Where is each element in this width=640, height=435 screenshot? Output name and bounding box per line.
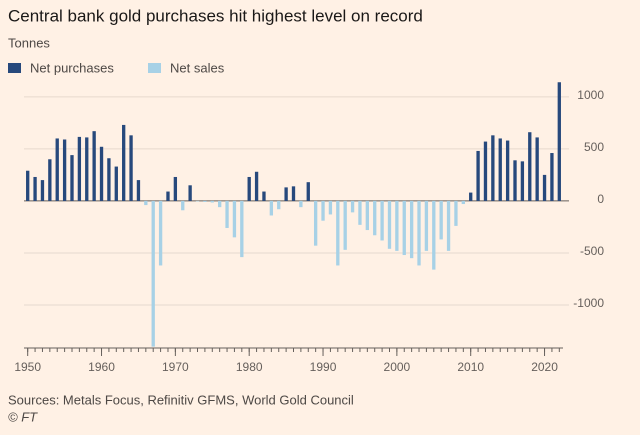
x-tick-label: 2000: [384, 360, 411, 374]
bar: [62, 139, 67, 201]
legend-label: Net sales: [170, 60, 225, 75]
bar: [77, 136, 82, 201]
bar: [166, 191, 170, 201]
bar: [33, 176, 37, 201]
y-tick-label: -1000: [573, 296, 604, 310]
bar: [291, 186, 296, 201]
bar: [432, 200, 436, 270]
bar: [483, 141, 488, 201]
bar: [557, 82, 561, 201]
legend-swatch: [148, 63, 161, 73]
bar: [542, 174, 547, 201]
bar: [528, 132, 532, 201]
bar: [550, 153, 554, 201]
bar: [439, 200, 443, 240]
bar: [26, 170, 30, 201]
bar: [173, 176, 178, 201]
x-tick-label: 2020: [531, 360, 558, 374]
bar: [498, 138, 502, 201]
bar: [262, 191, 266, 201]
bar: [55, 138, 59, 201]
bar: [350, 200, 355, 213]
bar: [446, 200, 451, 251]
bar: [225, 200, 229, 228]
y-tick-label: 1000: [577, 88, 604, 102]
bar: [365, 200, 369, 231]
bar: [520, 161, 525, 201]
bar: [269, 200, 274, 216]
bar: [313, 200, 318, 246]
bar: [218, 200, 222, 208]
bar: [195, 200, 200, 202]
bar: [358, 200, 362, 225]
x-tick-label: 1990: [310, 360, 337, 374]
bar: [409, 200, 414, 259]
bar: [306, 182, 310, 201]
bar: [395, 200, 399, 251]
bar: [336, 200, 340, 266]
x-tick-label: 1950: [14, 360, 41, 374]
bar: [380, 200, 384, 241]
bar: [48, 159, 52, 201]
bar: [247, 176, 251, 201]
bar: [328, 200, 333, 215]
bar: [99, 146, 104, 201]
bar: [203, 200, 207, 202]
bar: [188, 185, 192, 201]
bar: [107, 158, 111, 201]
y-tick-label: 0: [597, 192, 604, 206]
legend-swatch: [8, 63, 21, 73]
bar: [144, 200, 148, 206]
bar: [40, 180, 45, 201]
x-tick-label: 1970: [162, 360, 189, 374]
x-tick-label: 1960: [88, 360, 115, 374]
bar: [70, 155, 74, 201]
bar: [469, 192, 473, 201]
bar: [210, 200, 214, 203]
bar: [85, 137, 89, 201]
bar: [151, 200, 155, 347]
bar: [476, 150, 480, 201]
bar: [321, 200, 325, 221]
bar: [402, 200, 406, 256]
subtitle: Tonnes: [8, 35, 50, 50]
x-tick-label: 2010: [457, 360, 484, 374]
bar: [232, 200, 237, 238]
bar: [129, 135, 133, 201]
bar: [158, 200, 163, 266]
bar: [284, 187, 288, 201]
bar: [424, 200, 429, 251]
bar: [299, 200, 303, 208]
chart-title: Central bank gold purchases hit highest …: [8, 6, 423, 25]
bar: [454, 200, 458, 226]
bar: [92, 131, 96, 201]
bar: [373, 200, 377, 236]
bar: [387, 200, 392, 249]
bar: [461, 200, 465, 205]
legend-label: Net purchases: [30, 60, 114, 75]
y-tick-label: -500: [580, 244, 604, 258]
bar: [240, 200, 244, 258]
bar: [122, 124, 126, 201]
bar: [136, 180, 141, 201]
credit: © FT: [8, 409, 38, 424]
bar: [491, 135, 495, 201]
bar: [114, 166, 118, 201]
bar: [535, 137, 539, 201]
bar: [181, 200, 185, 211]
bar: [343, 200, 347, 250]
bar: [417, 200, 421, 266]
bar: [505, 140, 510, 201]
x-tick-label: 1980: [236, 360, 263, 374]
bar: [277, 200, 281, 210]
y-tick-label: 500: [584, 140, 604, 154]
bar: [254, 171, 259, 201]
source: Sources: Metals Focus, Refinitiv GFMS, W…: [8, 392, 354, 407]
bar: [513, 160, 517, 201]
